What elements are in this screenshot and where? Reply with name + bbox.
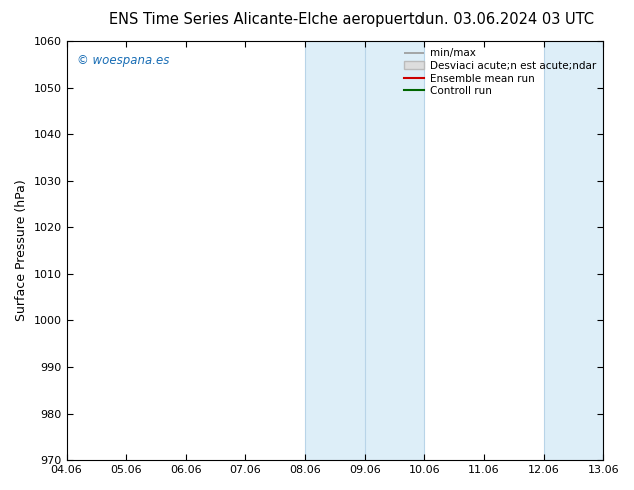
Text: lun. 03.06.2024 03 UTC: lun. 03.06.2024 03 UTC	[421, 12, 593, 27]
Bar	[543, 41, 603, 460]
Bar	[305, 41, 365, 460]
Y-axis label: Surface Pressure (hPa): Surface Pressure (hPa)	[15, 180, 28, 321]
Bar	[365, 41, 424, 460]
Text: © woespana.es: © woespana.es	[77, 53, 170, 67]
Text: ENS Time Series Alicante-Elche aeropuerto: ENS Time Series Alicante-Elche aeropuert…	[109, 12, 424, 27]
Legend: min/max, Desviaci acute;n est acute;ndar, Ensemble mean run, Controll run: min/max, Desviaci acute;n est acute;ndar…	[401, 46, 598, 98]
